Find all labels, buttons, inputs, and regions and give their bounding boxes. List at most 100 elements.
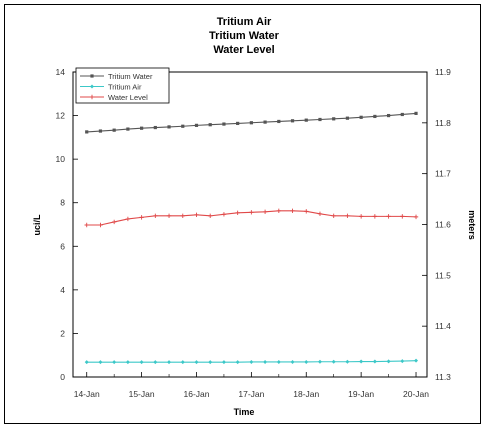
data-point-tritium-water xyxy=(194,123,199,127)
x-tick-label: 16-Jan xyxy=(183,389,209,399)
data-point-tritium-water xyxy=(277,119,281,124)
data-point-tritium-air xyxy=(112,360,117,365)
data-point-tritium-air xyxy=(331,359,336,364)
data-point-water-level xyxy=(98,222,103,228)
data-point-water-level xyxy=(166,213,172,219)
data-point-water-level xyxy=(372,214,378,219)
data-point-tritium-water xyxy=(359,115,363,119)
x-axis-label: Time xyxy=(234,407,255,417)
data-point-water-level xyxy=(331,213,336,219)
left-tick-label: 6 xyxy=(60,241,65,251)
data-point-water-level xyxy=(180,213,185,219)
data-point-water-level xyxy=(413,214,419,220)
chart-title-line-2: Tritium Water xyxy=(209,30,280,42)
legend-marker-water-level xyxy=(89,94,95,100)
left-tick-label: 12 xyxy=(56,111,66,121)
x-tick-label: 15-Jan xyxy=(129,389,155,399)
right-tick-label: 11.6 xyxy=(435,220,451,230)
data-point-tritium-water xyxy=(318,117,322,122)
legend-label-tritium-water: Tritium Water xyxy=(108,72,153,81)
data-point-tritium-air xyxy=(317,359,322,364)
data-point-water-level xyxy=(221,212,227,217)
data-point-tritium-air xyxy=(414,358,419,363)
data-point-tritium-water xyxy=(153,125,157,130)
left-tick-label: 4 xyxy=(60,285,65,295)
right-tick-label: 11.9 xyxy=(435,67,451,77)
legend-label-water-level: Water Level xyxy=(108,93,148,102)
data-point-tritium-water xyxy=(112,128,116,132)
data-point-tritium-water xyxy=(85,130,89,134)
data-point-tritium-air xyxy=(208,360,213,365)
x-tick-label: 18-Jan xyxy=(293,389,319,399)
data-point-water-level xyxy=(400,214,405,219)
data-point-water-level xyxy=(262,209,268,214)
data-point-tritium-water xyxy=(236,121,240,126)
data-point-tritium-water xyxy=(332,117,336,121)
legend-marker-tritium-water xyxy=(90,74,94,78)
left-tick-label: 8 xyxy=(60,198,65,208)
data-point-water-level xyxy=(290,208,295,213)
data-point-tritium-air xyxy=(235,360,240,365)
data-point-tritium-water xyxy=(373,114,377,119)
data-point-tritium-air xyxy=(345,359,350,364)
data-point-tritium-water xyxy=(263,120,267,124)
x-tick-label: 20-Jan xyxy=(403,389,429,399)
left-tick-label: 0 xyxy=(60,372,65,382)
right-tick-label: 11.4 xyxy=(435,321,451,331)
left-tick-label: 10 xyxy=(56,154,66,164)
data-point-tritium-air xyxy=(290,359,295,364)
data-point-tritium-water xyxy=(98,129,103,133)
data-point-tritium-air xyxy=(167,360,172,365)
data-point-tritium-air xyxy=(125,360,130,365)
chart-title-line-3: Water Level xyxy=(213,44,274,56)
data-point-tritium-water xyxy=(414,111,418,115)
data-point-tritium-air xyxy=(304,359,309,364)
legend-marker-tritium-air xyxy=(90,84,94,89)
right-axis-ticks: 11.3 11.4 11.5 11.6 11.7 11.8 11.9 xyxy=(422,67,451,382)
data-point-water-level xyxy=(345,213,350,219)
series-layer xyxy=(84,111,419,365)
left-axis-ticks: 0 2 4 6 8 10 12 14 xyxy=(56,67,78,382)
right-tick-label: 11.7 xyxy=(435,169,451,179)
x-axis-ticks: 14-Jan 15-Jan 16-Jan 17-Jan 18-Jan 19-Jan 20-J… xyxy=(74,372,429,399)
data-point-tritium-air xyxy=(372,359,377,364)
data-point-tritium-air xyxy=(263,359,268,364)
data-point-tritium-air xyxy=(180,360,185,365)
x-tick-label: 17-Jan xyxy=(238,389,264,399)
data-point-water-level xyxy=(317,211,323,217)
data-point-tritium-water xyxy=(140,126,144,130)
data-point-tritium-water xyxy=(222,122,226,126)
data-point-tritium-water xyxy=(400,112,404,117)
data-point-tritium-water xyxy=(290,119,295,123)
data-point-water-level xyxy=(208,213,213,219)
data-point-tritium-air xyxy=(221,360,226,365)
data-point-tritium-air xyxy=(386,359,391,364)
data-point-tritium-water xyxy=(167,125,171,129)
data-point-water-level xyxy=(276,208,282,213)
data-point-tritium-air xyxy=(153,360,158,365)
right-tick-label: 11.3 xyxy=(435,372,451,382)
left-tick-label: 14 xyxy=(56,67,66,77)
data-point-water-level xyxy=(111,219,117,225)
x-tick-label: 14-Jan xyxy=(74,389,100,399)
left-tick-label: 2 xyxy=(60,328,65,338)
data-point-water-level xyxy=(235,210,240,216)
data-point-tritium-water xyxy=(249,121,253,125)
data-point-tritium-water xyxy=(345,116,350,120)
right-tick-label: 11.5 xyxy=(435,270,451,280)
data-point-water-level xyxy=(153,213,158,219)
data-point-tritium-water xyxy=(181,124,185,128)
chart-title-line-1: Tritium Air xyxy=(217,16,272,28)
legend-label-tritium-air: Tritium Air xyxy=(108,82,142,91)
data-point-tritium-air xyxy=(84,360,89,365)
data-point-tritium-air xyxy=(194,360,199,365)
data-point-water-level xyxy=(125,216,131,222)
data-point-tritium-water xyxy=(208,123,212,127)
data-point-water-level xyxy=(194,212,199,218)
data-point-tritium-air xyxy=(139,360,144,365)
data-point-tritium-air xyxy=(249,359,254,364)
data-point-tritium-air xyxy=(359,359,364,364)
data-point-tritium-air xyxy=(98,360,103,365)
